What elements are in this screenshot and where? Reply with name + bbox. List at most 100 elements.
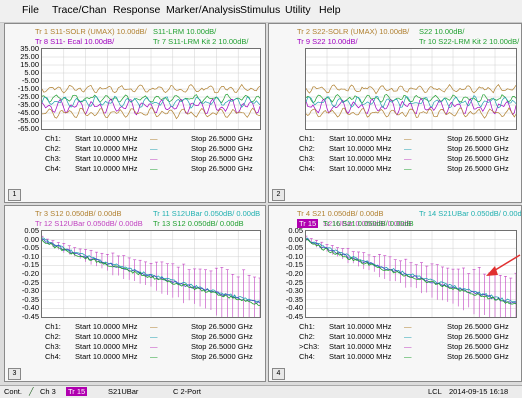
plot-area[interactable]	[305, 48, 517, 130]
menu-utility[interactable]: Utility	[285, 4, 311, 16]
trace-label[interactable]: Tr 1 S11-SOLR (UMAX) 10.00dB/	[35, 27, 147, 36]
y-tick-label: 25.00	[20, 52, 39, 61]
channel-stop: Stop 26.5000 GHz	[191, 144, 253, 153]
trace-label[interactable]: Tr 7 S11-LRM Kit 2 10.00dB/	[153, 37, 249, 46]
trace-line	[42, 238, 260, 305]
window-number[interactable]: 1	[8, 189, 21, 201]
channel-start: Start 10.0000 MHz	[329, 342, 392, 351]
y-tick-label: -0.30	[285, 286, 303, 296]
trace-label[interactable]: Tr 15	[297, 219, 319, 228]
channel-start: Start 10.0000 MHz	[75, 342, 138, 351]
channel-stop: Stop 26.5000 GHz	[447, 352, 509, 361]
trace-label[interactable]: Tr 8 S11- Ecal 10.00dB/	[35, 37, 115, 46]
y-tick-label: -0.45	[285, 312, 303, 321]
channel-stop: Stop 26.5000 GHz	[447, 342, 509, 351]
channel-stop: Stop 26.5000 GHz	[191, 352, 253, 361]
window-number[interactable]: 4	[272, 368, 285, 380]
sweep-mode[interactable]: Cont.	[4, 387, 22, 396]
menu-stimulus[interactable]: Stimulus	[240, 4, 281, 16]
y-tick-label: -15.00	[17, 84, 39, 93]
trace-label[interactable]: Tr 12 S12UBar 0.050dB/ 0.00dB	[35, 219, 143, 228]
channel-color-marker: —	[150, 332, 158, 341]
y-tick-label: -55.00	[17, 116, 39, 125]
trace-line	[306, 95, 516, 109]
active-parameter: S21UBar	[108, 387, 139, 396]
channel-start: Start 10.0000 MHz	[75, 164, 138, 173]
channel-start: Start 10.0000 MHz	[75, 352, 138, 361]
measurement-window-4[interactable]: Tr 4 S21 0.050dB/ 0.00dB Tr 14 S21UBar 0.…	[268, 205, 522, 382]
y-tick-label: -0.20	[21, 269, 39, 278]
y-tick-label: 15.00	[20, 60, 39, 69]
channel-stop: Stop 26.5000 GHz	[447, 332, 509, 341]
y-tick-label: -0.40	[285, 303, 303, 313]
channel-start: Start 10.0000 MHz	[329, 134, 392, 143]
channel-color-marker: —	[404, 342, 412, 351]
trace-label[interactable]: Tr 10 S22-LRM Kit 2 10.00dB/	[419, 37, 520, 46]
trace-label[interactable]: Tr 3 S12 0.050dB/ 0.00dB	[35, 209, 122, 218]
trace-canvas	[306, 49, 516, 129]
channel-label: Ch1:	[45, 322, 61, 331]
trace-label[interactable]: S11-LRM 10.00dB/	[153, 27, 217, 36]
y-tick-label: -0.15	[21, 260, 39, 270]
lcl-indicator: LCL	[428, 387, 442, 396]
channel-label: >Ch3:	[299, 342, 320, 351]
status-bar: Cont. ╱ Ch 3 Tr 15 S21UBar C 2-Port LCL …	[0, 385, 522, 398]
channel-label: Ch4:	[299, 164, 315, 173]
plot-area[interactable]	[305, 230, 517, 318]
trace-label[interactable]: Tr 14 S21UBar 0.050dB/ 0.00dB	[419, 209, 522, 218]
y-tick-label: -0.15	[285, 260, 303, 270]
channel-stop: Stop 26.5000 GHz	[191, 342, 253, 351]
channel-label: Ch2:	[45, 144, 61, 153]
menu-trace-chan[interactable]: Trace/Chan	[52, 4, 107, 16]
measurement-window-1[interactable]: Tr 1 S11-SOLR (UMAX) 10.00dB/S11-LRM 10.…	[4, 23, 266, 203]
trace-label[interactable]: S22 10.00dB/	[419, 27, 465, 36]
plot-area[interactable]	[41, 230, 261, 318]
active-channel[interactable]: Ch 3	[40, 387, 56, 396]
measurement-window-2[interactable]: Tr 2 S22-SOLR (UMAX) 10.00dB/S22 10.00dB…	[268, 23, 522, 203]
menu-marker-analysis[interactable]: Marker/Analysis	[166, 4, 241, 16]
menu-help[interactable]: Help	[319, 4, 341, 16]
channel-color-marker: —	[150, 342, 158, 351]
window-number[interactable]: 3	[8, 368, 21, 380]
y-tick-label: -0.25	[285, 277, 303, 287]
y-tick-label: 0.00	[288, 234, 303, 244]
channel-start: Start 10.0000 MHz	[329, 322, 392, 331]
y-tick-label: -0.35	[285, 294, 303, 304]
y-tick-label: -0.20	[285, 269, 303, 278]
channel-start: Start 10.0000 MHz	[75, 332, 138, 341]
channel-label: Ch2:	[299, 332, 315, 341]
trace-line	[42, 237, 260, 302]
window-number[interactable]: 2	[272, 189, 285, 201]
trace-line	[306, 83, 516, 95]
menu-bar: File Trace/Chan Response Marker/Analysis…	[0, 0, 522, 23]
measurement-window-3[interactable]: Tr 3 S12 0.050dB/ 0.00dB Tr 11 S12UBar 0.…	[4, 205, 266, 382]
trace-label[interactable]: Tr 13 S12 0.050dB/ 0.00dB	[153, 219, 244, 228]
y-tick-label: 35.00	[20, 44, 39, 53]
trace-label[interactable]: Tr 11 S12UBar 0.050dB/ 0.00dB	[153, 209, 261, 218]
channel-color-marker: —	[404, 332, 412, 341]
channel-start: Start 10.0000 MHz	[329, 332, 392, 341]
trace-label[interactable]: Tr 16 S21 0.050dB/ 0.00dB	[323, 219, 414, 228]
channel-color-marker: —	[150, 134, 158, 143]
trace-label[interactable]: S21UBar 0.050dB/ 0.00dB	[323, 219, 412, 228]
channel-color-marker: —	[150, 164, 158, 173]
channel-start: Start 10.0000 MHz	[329, 352, 392, 361]
trace-line	[42, 239, 260, 306]
trace-line	[42, 106, 260, 120]
channel-start: Start 10.0000 MHz	[329, 144, 392, 153]
y-tick-label: -0.10	[285, 251, 303, 261]
trace-line	[42, 98, 260, 116]
trace-label[interactable]: Tr 9 S22 10.00dB/	[297, 37, 358, 46]
trace-label[interactable]: Tr 2 S22-SOLR (UMAX) 10.00dB/	[297, 27, 410, 36]
trace-line	[42, 83, 260, 94]
channel-label: Ch3:	[45, 342, 61, 351]
channel-stop: Stop 26.5000 GHz	[191, 332, 253, 341]
plot-area[interactable]	[41, 48, 261, 130]
menu-response[interactable]: Response	[113, 4, 161, 16]
menu-file[interactable]: File	[22, 4, 39, 16]
active-trace[interactable]: Tr 15	[66, 387, 88, 396]
channel-label: Ch4:	[45, 164, 61, 173]
channel-color-marker: —	[150, 144, 158, 153]
trace-label[interactable]: Tr 4 S21 0.050dB/ 0.00dB	[297, 209, 384, 218]
pen-icon: ╱	[29, 387, 34, 396]
